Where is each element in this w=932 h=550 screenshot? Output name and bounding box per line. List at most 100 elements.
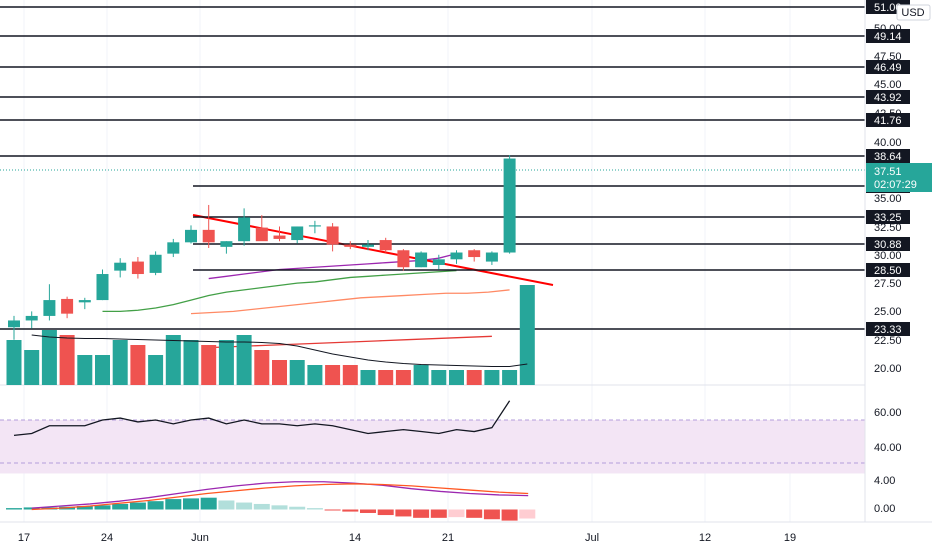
candle-body[interactable] bbox=[485, 252, 498, 262]
moving-average-line bbox=[102, 269, 457, 313]
level-label-box bbox=[866, 237, 910, 251]
macd-histogram-bar bbox=[342, 509, 359, 512]
price-tick-label: 32.50 bbox=[874, 222, 902, 234]
candle-body[interactable] bbox=[78, 300, 91, 303]
rsi-tick-label: 60.00 bbox=[874, 407, 902, 419]
level-label: 33.25 bbox=[874, 212, 902, 224]
volume-bar bbox=[325, 365, 341, 385]
time-tick-label: 19 bbox=[784, 532, 796, 544]
rsi-panel bbox=[0, 400, 865, 474]
macd-histogram-bar bbox=[395, 509, 412, 517]
volume-bar bbox=[413, 365, 429, 385]
level-label: 51.00 bbox=[874, 2, 902, 14]
volume-bar bbox=[519, 285, 535, 385]
candle-body[interactable] bbox=[273, 235, 286, 239]
time-tick-label: 24 bbox=[101, 532, 113, 544]
price-tick-label: 20.00 bbox=[874, 363, 902, 375]
candle-body[interactable] bbox=[468, 250, 481, 258]
candle-body[interactable] bbox=[114, 262, 127, 271]
level-label-box bbox=[866, 322, 910, 336]
macd-histogram-bar bbox=[519, 509, 536, 519]
level-label: 30.88 bbox=[874, 239, 902, 251]
macd-line bbox=[31, 481, 529, 509]
level-label: 41.76 bbox=[874, 115, 902, 127]
macd-histogram-bar bbox=[466, 509, 483, 518]
volume-bar bbox=[431, 370, 447, 385]
level-label-box bbox=[866, 149, 910, 163]
candle-body[interactable] bbox=[503, 158, 516, 253]
level-label-box bbox=[866, 29, 910, 43]
level-label-box bbox=[866, 60, 910, 74]
level-label-box bbox=[866, 210, 910, 224]
candle-body[interactable] bbox=[131, 261, 144, 275]
price-tick-label: 25.00 bbox=[874, 306, 902, 318]
volume-bar bbox=[502, 370, 518, 385]
candle-body[interactable] bbox=[397, 250, 410, 268]
candle-body[interactable] bbox=[255, 227, 268, 242]
volume-bar bbox=[59, 335, 75, 385]
volume-ma-line bbox=[31, 334, 528, 367]
candle-body[interactable] bbox=[415, 252, 428, 268]
volume-bar bbox=[236, 335, 252, 385]
volume-bar bbox=[218, 340, 234, 385]
currency-label: USD bbox=[901, 7, 924, 19]
level-label: 49.14 bbox=[874, 31, 902, 43]
price-tick-label: 22.50 bbox=[874, 335, 902, 347]
candle-body[interactable] bbox=[185, 229, 197, 243]
macd-histogram-bar bbox=[200, 497, 217, 510]
level-label: 28.50 bbox=[874, 265, 902, 277]
time-tick-label: 14 bbox=[349, 532, 361, 544]
candle-body[interactable] bbox=[379, 240, 392, 251]
candle-body[interactable] bbox=[202, 229, 215, 243]
candle-body[interactable] bbox=[220, 241, 233, 247]
level-label: 46.49 bbox=[874, 62, 902, 74]
last-price-badge bbox=[866, 163, 932, 192]
candle-body[interactable] bbox=[96, 274, 109, 301]
macd-tick-label: 4.00 bbox=[874, 475, 895, 487]
candle-body[interactable] bbox=[362, 244, 374, 247]
volume-bar bbox=[466, 370, 482, 385]
volume-bar bbox=[449, 370, 464, 385]
macd-histogram-bar bbox=[147, 501, 164, 510]
macd-histogram-bar bbox=[129, 502, 146, 510]
candle-body[interactable] bbox=[43, 300, 56, 316]
volume-bar bbox=[395, 370, 411, 385]
macd-signal-line bbox=[31, 483, 529, 511]
volume-bar bbox=[289, 360, 305, 385]
price-axis[interactable]: 20.0022.5025.0027.5030.0032.5035.0037.50… bbox=[864, 0, 932, 522]
candle-body[interactable] bbox=[326, 226, 339, 245]
currency-badge[interactable] bbox=[896, 4, 931, 21]
candle-body[interactable] bbox=[61, 298, 74, 314]
macd-histogram-bar bbox=[236, 502, 253, 510]
price-tick-label: 45.00 bbox=[874, 79, 902, 91]
macd-histogram-bar bbox=[112, 503, 129, 510]
candle-body[interactable] bbox=[308, 225, 321, 227]
level-label-box bbox=[866, 113, 910, 127]
macd-histogram-bar bbox=[23, 507, 40, 510]
macd-histogram-bar bbox=[218, 500, 235, 510]
candle-body[interactable] bbox=[432, 259, 445, 265]
price-tick-label: 35.00 bbox=[874, 193, 902, 205]
macd-histogram-bar bbox=[289, 506, 306, 510]
level-label: 38.64 bbox=[874, 151, 902, 163]
macd-histogram-bar bbox=[6, 508, 22, 510]
volume-bar bbox=[6, 340, 22, 385]
candle-body[interactable] bbox=[238, 217, 251, 242]
candle-body[interactable] bbox=[8, 320, 20, 328]
candle-body[interactable] bbox=[167, 242, 180, 254]
time-tick-label: Jul bbox=[585, 532, 599, 544]
volume-bar bbox=[24, 350, 40, 385]
time-axis[interactable]: 17 24 Jun 14 21 Jul 12 19 bbox=[18, 532, 796, 544]
level-label: 23.33 bbox=[874, 324, 902, 336]
macd-histogram-bar bbox=[165, 499, 182, 510]
candle-body[interactable] bbox=[291, 226, 304, 241]
volume-bar bbox=[342, 365, 358, 385]
volume-bar bbox=[77, 355, 93, 385]
volume-bar bbox=[484, 370, 500, 385]
candle-body[interactable] bbox=[25, 315, 38, 321]
candle-body[interactable] bbox=[344, 244, 357, 247]
candle-body[interactable] bbox=[149, 254, 162, 273]
candle-body[interactable] bbox=[450, 252, 463, 260]
